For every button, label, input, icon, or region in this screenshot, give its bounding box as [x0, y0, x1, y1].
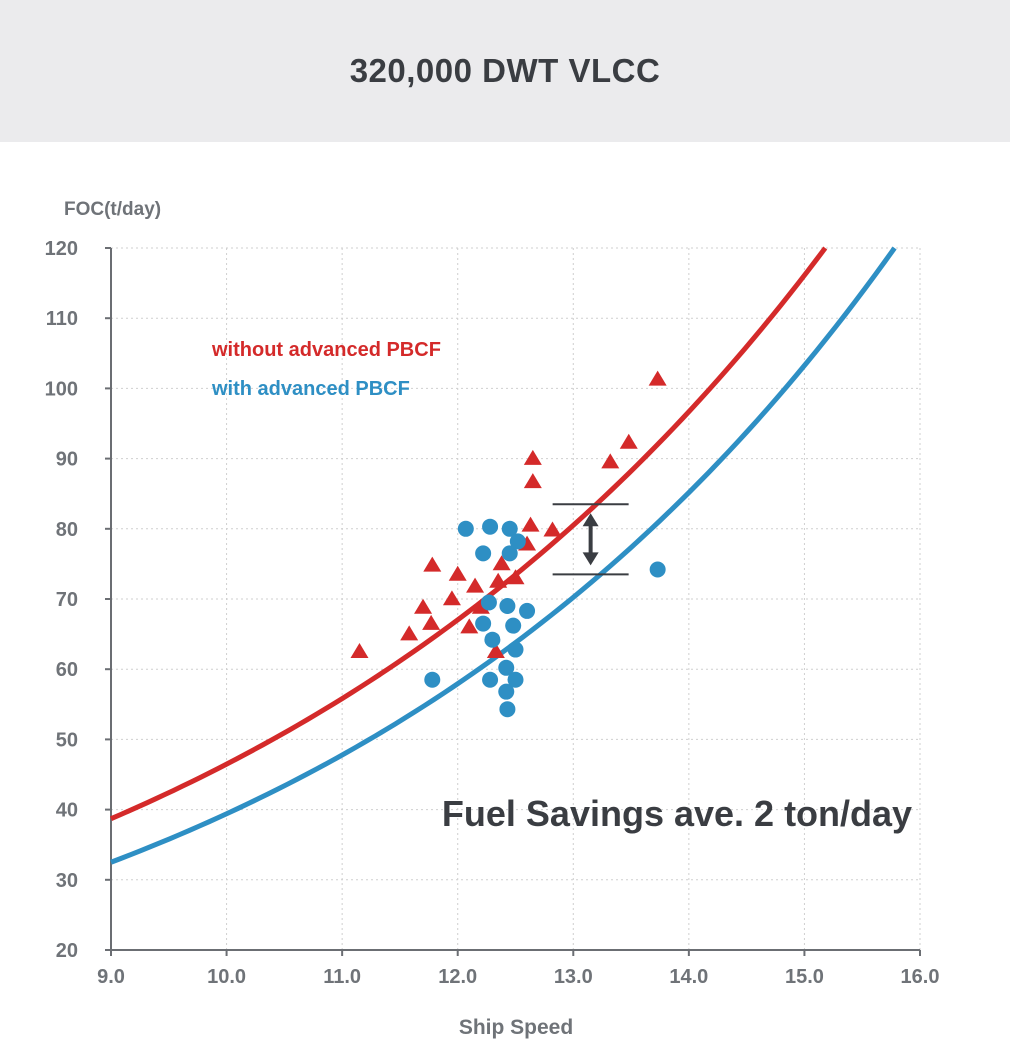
circle-point: [507, 641, 524, 658]
page-title: 320,000 DWT VLCC: [349, 52, 661, 89]
circle-point: [499, 598, 516, 615]
y-tick-label: 100: [45, 378, 78, 400]
triangle-point: [601, 453, 620, 469]
triangle-point: [448, 565, 467, 581]
circle-point: [475, 615, 492, 632]
y-tick-label: 110: [46, 308, 78, 330]
triangle-point: [423, 556, 442, 572]
triangle-point: [471, 598, 490, 614]
arrow-up-icon: [582, 513, 599, 527]
y-tick-label: 40: [56, 800, 78, 822]
x-tick-label: 13.0: [554, 966, 593, 988]
x-tick-label: 11.0: [323, 966, 361, 988]
x-tick-label: 12.0: [438, 966, 477, 988]
circle-point: [498, 659, 515, 676]
triangle-point: [442, 590, 461, 606]
triangle-point: [466, 577, 485, 593]
chart: 20 30 40 50 60 70 80 90 100 110 120 9.0 10.0 11.0 12.…: [45, 199, 940, 1039]
circle-point: [505, 617, 522, 634]
circle-point: [480, 594, 497, 611]
arrow-down-icon: [582, 552, 599, 566]
triangle-point: [523, 449, 542, 465]
trend-line-without-pbcf: [110, 246, 828, 822]
triangle-point: [489, 572, 508, 588]
triangle-point: [619, 433, 638, 449]
y-tick-label: 20: [56, 940, 78, 962]
circle-point: [507, 671, 524, 688]
circle-point: [498, 683, 515, 700]
y-tick-label: 30: [56, 870, 78, 892]
y-tick-label: 80: [56, 519, 78, 541]
x-tick-label: 14.0: [669, 966, 708, 988]
header-bar: 320,000 DWT VLCC: [0, 0, 1010, 142]
circle-point: [484, 631, 501, 648]
triangle-point: [543, 521, 562, 537]
x-tick-label: 16.0: [901, 966, 940, 988]
axes: [105, 247, 921, 956]
x-tick-label: 9.0: [97, 966, 125, 988]
x-axis-label: Ship Speed: [459, 1016, 573, 1039]
x-tick-label: 15.0: [785, 966, 824, 988]
circle-point: [482, 518, 499, 535]
data-points: [350, 370, 667, 718]
circle-point: [501, 520, 518, 537]
trend-line-with-pbcf: [110, 246, 897, 865]
y-tick-labels: 20 30 40 50 60 70 80 90 100 110 120: [45, 238, 78, 962]
circle-point: [499, 701, 516, 718]
triangle-point: [648, 370, 667, 386]
trend-lines: [110, 246, 897, 865]
triangle-point: [506, 569, 525, 585]
y-tick-label: 90: [56, 449, 78, 471]
triangle-point: [350, 642, 369, 658]
triangle-point: [521, 516, 540, 532]
legend-without-pbcf: without advanced PBCF: [211, 339, 441, 361]
circle-point: [475, 545, 492, 562]
triangle-point: [523, 473, 542, 489]
triangle-point: [400, 625, 419, 641]
circle-point: [509, 533, 526, 550]
triangle-point: [486, 642, 505, 658]
x-tick-labels: 9.0 10.0 11.0 12.0 13.0 14.0 15.0 16.0: [97, 966, 939, 988]
fuel-savings-annotation: Fuel Savings ave. 2 ton/day: [442, 793, 912, 834]
savings-indicator: [552, 503, 629, 576]
circle-point: [519, 602, 536, 619]
triangle-point: [460, 618, 479, 634]
x-tick-label: 10.0: [207, 966, 246, 988]
y-tick-label: 60: [56, 659, 78, 681]
y-tick-label: 70: [56, 589, 78, 611]
y-tick-label: 50: [56, 729, 78, 751]
triangle-point: [492, 555, 511, 571]
triangle-point: [422, 614, 441, 630]
y-axis-label: FOC(t/day): [64, 199, 161, 220]
legend-with-pbcf: with advanced PBCF: [211, 378, 410, 400]
circle-point: [501, 545, 518, 562]
circle-point: [457, 520, 474, 537]
circle-point: [649, 561, 666, 578]
circle-point: [482, 671, 499, 688]
y-tick-label: 120: [45, 238, 78, 260]
circle-point: [424, 671, 441, 688]
triangle-point: [414, 598, 433, 614]
